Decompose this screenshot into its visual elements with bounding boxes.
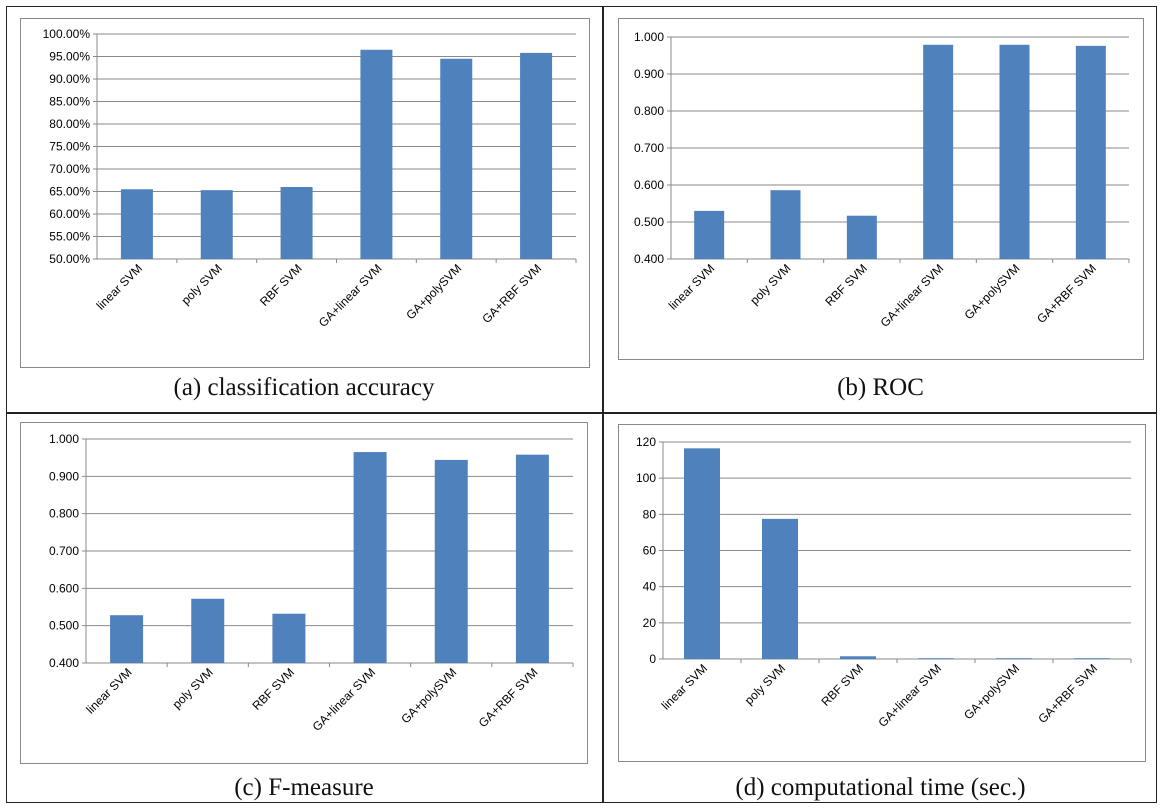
chart-c-svg: 0.400 0.500 0.600 0.700 0.800 0.900 1.000 linea… — [49, 432, 574, 734]
y-tick-label: 120 — [636, 435, 656, 449]
caption-c: (c) F-measure — [234, 774, 374, 801]
bar — [440, 58, 473, 259]
bar — [996, 658, 1032, 659]
bar — [110, 615, 144, 663]
bar — [923, 44, 954, 259]
y-tick-label: 85.00% — [49, 95, 90, 109]
y-tick-label: 0.700 — [634, 141, 664, 155]
x-tick-label: GA+polySVM — [398, 665, 459, 726]
y-tick-label: 1.000 — [634, 30, 664, 44]
bar — [520, 52, 553, 260]
x-tick-label: GA+linear SVM — [310, 665, 379, 734]
x-tick-label: GA+polySVM — [962, 261, 1023, 322]
y-tick-label: 20 — [643, 616, 657, 630]
y-tick-label: 90.00% — [49, 72, 90, 86]
chart-panel-d: 0 20 40 60 80 100 120 linear SVM poly SVM RBF SVM… — [618, 424, 1146, 762]
x-tick-label: GA+RBF SVM — [1035, 661, 1100, 726]
bar — [918, 658, 954, 659]
y-tick-label: 100 — [636, 471, 656, 485]
x-tick-label: poly SVM — [179, 261, 225, 307]
bar — [1075, 45, 1106, 259]
y-tick-label: 1.000 — [49, 432, 79, 446]
y-tick-label: 0.500 — [49, 619, 79, 633]
bar — [846, 215, 877, 259]
y-tick-label: 80 — [643, 507, 657, 521]
x-tick-label: linear SVM — [83, 665, 134, 716]
y-tick-label: 60 — [643, 544, 657, 558]
y-tick-label: 55.00% — [49, 230, 90, 244]
x-tick-label: GA+RBF SVM — [1034, 261, 1099, 326]
horizontal-divider — [6, 412, 1157, 414]
y-tick-label: 100.00% — [43, 27, 91, 41]
chart-panel-b: 0.400 0.500 0.600 0.700 0.800 0.900 1.000 linea… — [618, 18, 1144, 360]
y-tick-label: 0.900 — [49, 469, 79, 483]
y-tick-label: 0 — [649, 652, 656, 666]
chart-b-svg: 0.400 0.500 0.600 0.700 0.800 0.900 1.000 linea… — [634, 30, 1130, 330]
bar — [762, 518, 798, 659]
bar — [1074, 658, 1110, 659]
y-tick-label: 95.00% — [49, 50, 90, 64]
y-tick-label: 75.00% — [49, 140, 90, 154]
x-tick-label: poly SVM — [742, 661, 788, 707]
x-tick-label: GA+polySVM — [403, 261, 464, 322]
bar — [515, 454, 549, 663]
y-tick-label: 0.400 — [634, 252, 664, 266]
bar — [120, 189, 153, 259]
y-tick-label: 0.600 — [49, 581, 79, 595]
x-tick-label: poly SVM — [170, 665, 216, 711]
caption-d: (d) computational time (sec.) — [735, 774, 1026, 801]
chart-panel-a: 50.00% 55.00% 60.00% 65.00% 70.00% 75.00% 80.0… — [20, 18, 590, 368]
x-tick-label: RBF SVM — [822, 261, 870, 309]
x-tick-label: GA+RBF SVM — [476, 665, 541, 730]
x-tick-label: poly SVM — [747, 261, 793, 307]
bar — [770, 190, 801, 259]
bar — [684, 448, 720, 659]
x-tick-label: RBF SVM — [249, 665, 297, 713]
y-tick-label: 0.500 — [634, 215, 664, 229]
chart-a-svg: 50.00% 55.00% 60.00% 65.00% 70.00% 75.00% 80.0… — [43, 27, 577, 330]
y-tick-label: 50.00% — [49, 252, 90, 266]
bar — [200, 190, 233, 259]
bar — [840, 656, 876, 659]
y-tick-label: 80.00% — [49, 117, 90, 131]
y-tick-label: 0.700 — [49, 544, 79, 558]
x-tick-label: RBF SVM — [819, 661, 867, 709]
y-tick-label: 0.400 — [49, 656, 79, 670]
x-tick-label: RBF SVM — [257, 261, 305, 309]
bar — [999, 44, 1030, 259]
x-tick-label: GA+polySVM — [961, 661, 1022, 722]
bar — [360, 49, 393, 259]
bar — [272, 613, 306, 663]
x-tick-label: GA+linear SVM — [875, 661, 944, 730]
vertical-divider — [602, 6, 604, 803]
x-tick-label: linear SVM — [94, 261, 145, 312]
x-tick-label: linear SVM — [659, 661, 710, 712]
x-tick-label: GA+linear SVM — [316, 261, 385, 330]
y-tick-label: 40 — [643, 580, 657, 594]
bar — [353, 452, 387, 663]
y-tick-label: 0.800 — [634, 104, 664, 118]
y-tick-label: 0.600 — [634, 178, 664, 192]
y-tick-label: 70.00% — [49, 162, 90, 176]
chart-panel-c: 0.400 0.500 0.600 0.700 0.800 0.900 1.000 linea… — [20, 422, 588, 764]
bar — [434, 459, 468, 663]
x-tick-label: GA+RBF SVM — [479, 261, 544, 326]
bar — [191, 598, 225, 663]
caption-a: (a) classification accuracy — [173, 374, 435, 401]
bar — [694, 210, 725, 259]
y-tick-label: 0.900 — [634, 67, 664, 81]
x-tick-label: GA+linear SVM — [878, 261, 947, 330]
bar — [280, 187, 313, 259]
y-tick-label: 60.00% — [49, 207, 90, 221]
caption-b: (b) ROC — [837, 374, 924, 401]
figure-frame — [6, 6, 1157, 803]
y-tick-label: 0.800 — [49, 507, 79, 521]
chart-d-svg: 0 20 40 60 80 100 120 linear SVM poly SVM RBF SVM… — [636, 435, 1132, 730]
x-tick-label: linear SVM — [666, 261, 717, 312]
y-tick-label: 65.00% — [49, 185, 90, 199]
